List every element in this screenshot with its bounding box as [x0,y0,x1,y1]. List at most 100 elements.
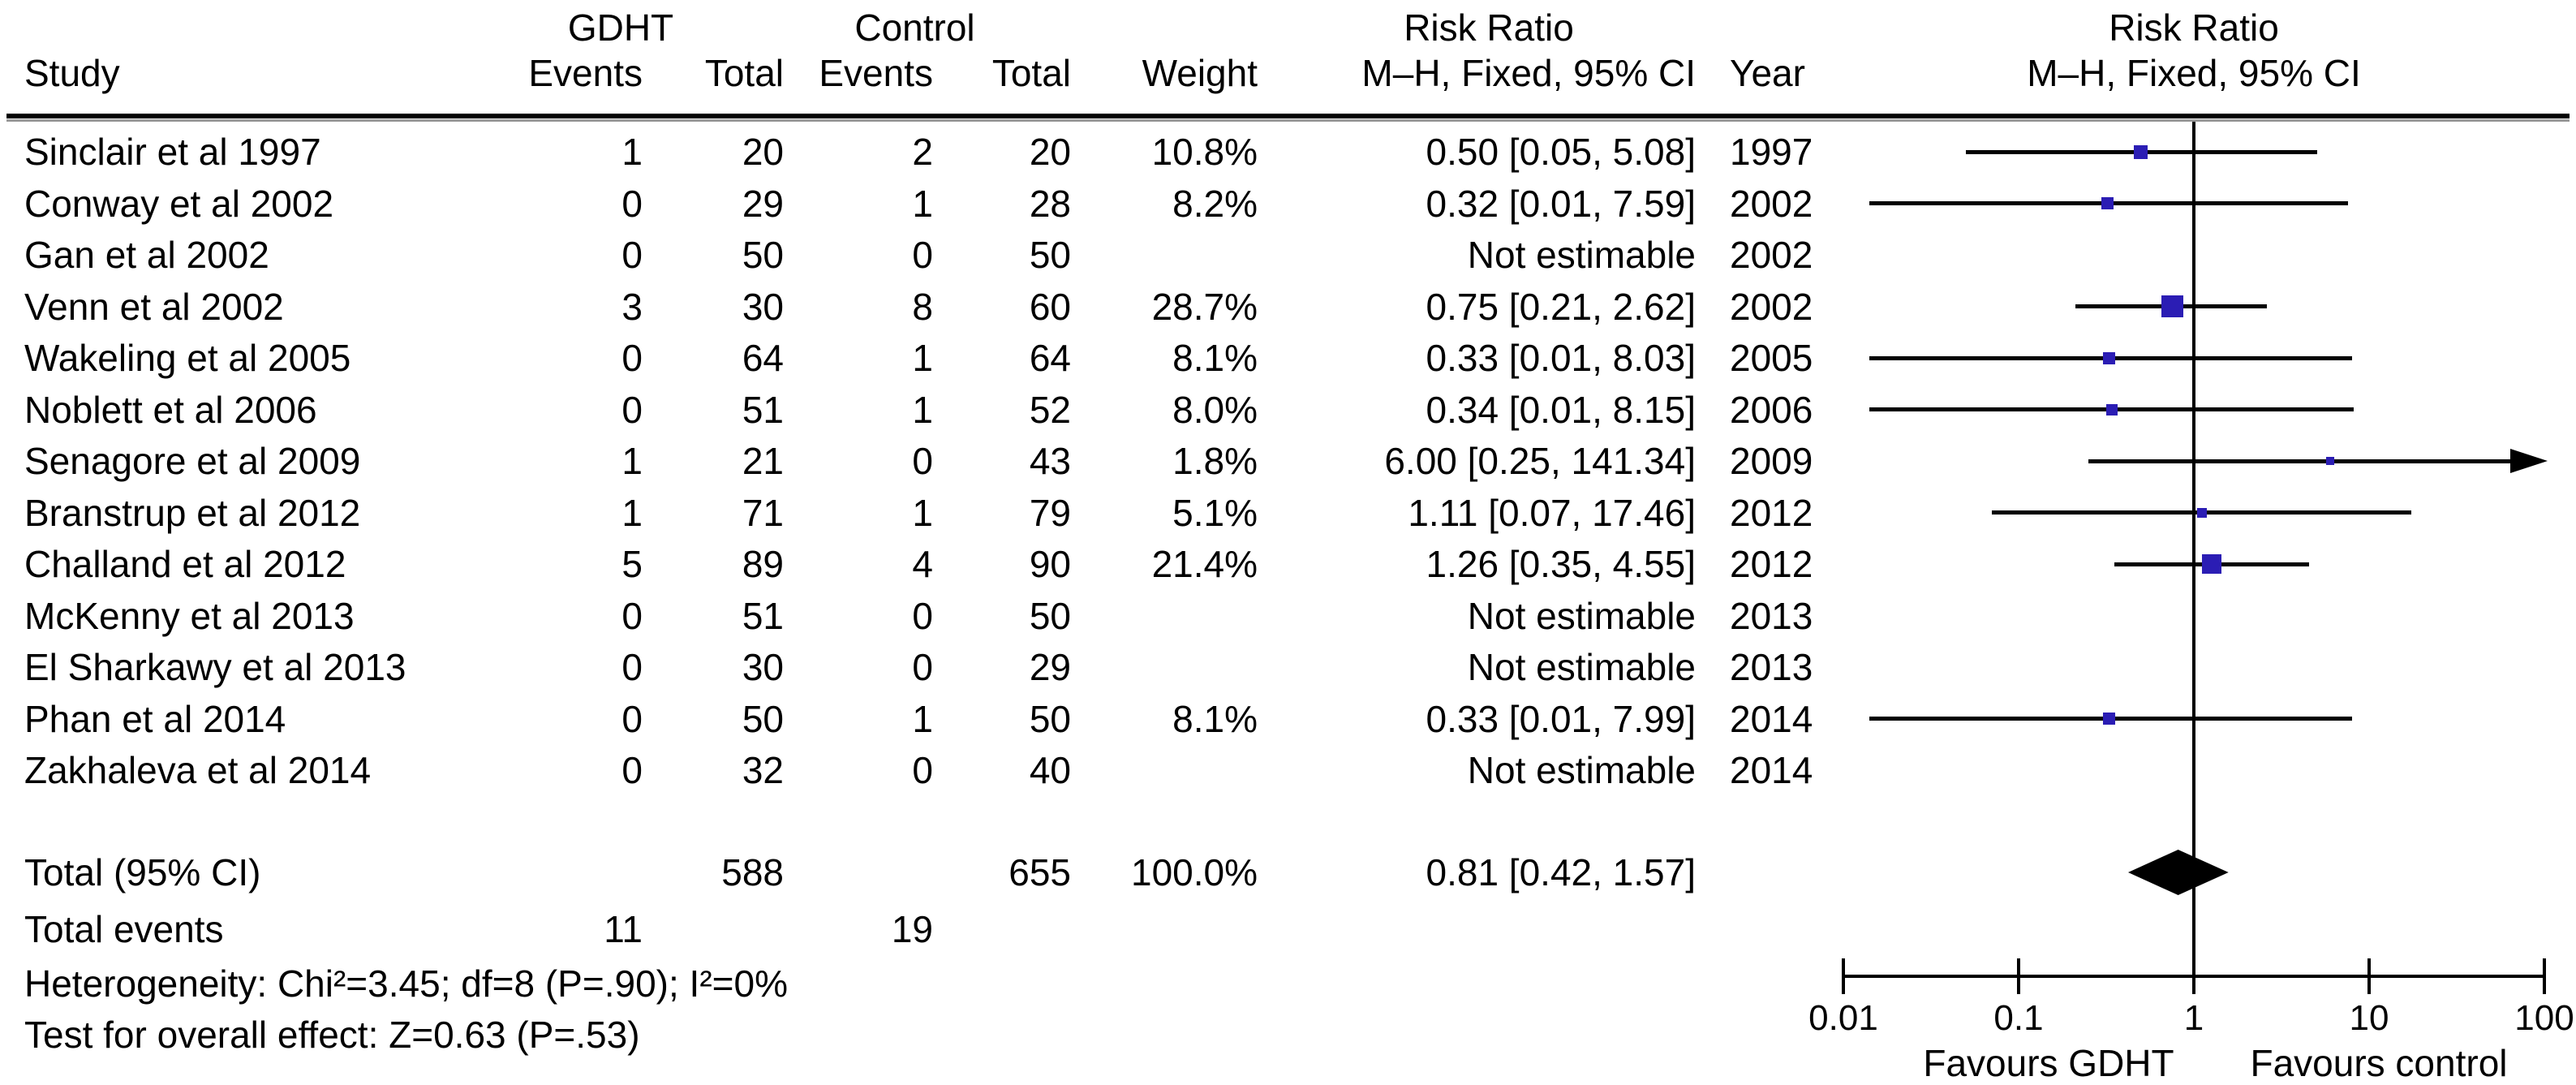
header-control-events: Events [819,52,933,94]
total-control-total: 655 [1008,851,1071,893]
cell-gdht-events: 0 [621,337,643,379]
cell-weight [1079,590,1258,642]
cell-gdht-total: 29 [742,182,784,225]
header-group-gdht: GDHT [567,6,674,49]
effect-marker [2103,713,2116,725]
cell-study: El Sharkawy et al 2013 [24,646,406,688]
total-events-label: Total events [24,908,224,950]
cell-gdht-total: 21 [742,440,784,482]
cell-control-events: 0 [912,594,933,637]
cell-weight: 5.1% [1172,491,1258,534]
x-axis-tick [2192,958,2195,994]
cell-rr-ci-text: 6.00 [0.25, 141.34] [1384,440,1696,482]
cell-year: 2009 [1730,440,1813,482]
cell-year: 2013 [1730,594,1813,637]
cell-gdht-events: 0 [621,594,643,637]
cell-study: Gan et al 2002 [24,234,269,276]
cell-gdht-total: 30 [742,646,784,688]
cell-control-events: 8 [912,285,933,328]
cell-control-events: 1 [912,337,933,379]
cell-year: 2014 [1730,697,1813,740]
total-gdht-total: 588 [721,851,784,893]
x-axis-tick [1842,958,1845,994]
cell-gdht-total: 64 [742,337,784,379]
cell-year: 2014 [1730,749,1813,791]
total-events-control: 19 [891,908,933,950]
cell-gdht-events: 0 [621,646,643,688]
header-control-total: Total [991,52,1071,94]
cell-weight: 28.7% [1151,285,1258,328]
cell-rr-ci-text: Not estimable [1467,646,1696,688]
total-rr-ci: 0.81 [0.42, 1.57] [1426,851,1697,893]
cell-study: Venn et al 2002 [24,285,284,328]
ci-whisker [2088,459,2515,463]
cell-gdht-total: 50 [742,234,784,276]
cell-year: 2013 [1730,646,1813,688]
cell-control-events: 0 [912,234,933,276]
cell-year: 2006 [1730,388,1813,431]
x-axis-tick [2367,958,2371,994]
cell-control-total: 20 [1029,131,1071,173]
cell-control-events: 0 [912,646,933,688]
ci-arrow-right-icon [2510,449,2548,473]
cell-year: 2012 [1730,491,1813,534]
cell-year: 2002 [1730,285,1813,328]
cell-weight [1079,641,1258,693]
x-axis-tick-label: 0.01 [1808,998,1878,1038]
effect-marker [2196,507,2207,518]
effect-marker [2326,457,2335,465]
cell-gdht-total: 20 [742,131,784,173]
favours-right-label: Favours control [2250,1042,2508,1084]
cell-weight [1079,744,1258,796]
header-risk-ratio-plot: Risk Ratio [2109,6,2279,49]
effect-marker [2134,144,2148,159]
cell-rr-ci-text: 1.26 [0.35, 4.55] [1426,543,1697,585]
cell-rr-ci-text: Not estimable [1467,594,1696,637]
cell-gdht-events: 0 [621,749,643,791]
cell-control-total: 50 [1029,697,1071,740]
total-label: Total (95% CI) [24,851,261,893]
cell-gdht-events: 5 [621,543,643,585]
cell-gdht-total: 51 [742,594,784,637]
cell-weight: 21.4% [1151,543,1258,585]
cell-control-events: 2 [912,131,933,173]
overall-effect-note: Test for overall effect: Z=0.63 (P=.53) [24,1014,640,1056]
cell-year: 1997 [1730,131,1813,173]
cell-study: Noblett et al 2006 [24,388,317,431]
total-events-gdht: 11 [604,908,643,950]
cell-rr-ci-text: Not estimable [1467,749,1696,791]
cell-study: Wakeling et al 2005 [24,337,351,379]
cell-gdht-total: 89 [742,543,784,585]
summary-diamond [2127,850,2229,895]
cell-control-total: 79 [1029,491,1071,534]
cell-gdht-events: 0 [621,234,643,276]
x-axis-tick [2543,958,2546,994]
cell-study: Branstrup et al 2012 [24,491,361,534]
header-rule-shadow [6,119,2570,122]
effect-marker [2103,351,2116,364]
header-study: Study [24,52,120,94]
cell-control-events: 1 [912,491,933,534]
header-gdht-events: Events [528,52,643,94]
heterogeneity-note: Heterogeneity: Chi²=3.45; df=8 (P=.90); … [24,962,788,1005]
cell-gdht-events: 1 [621,491,643,534]
cell-gdht-events: 1 [621,440,643,482]
header-year: Year [1730,52,1805,94]
cell-weight: 8.1% [1172,697,1258,740]
cell-control-total: 40 [1029,749,1071,791]
header-group-control: Control [854,6,975,49]
cell-rr-ci-text: 0.34 [0.01, 8.15] [1426,388,1697,431]
cell-study: Challand et al 2012 [24,543,346,585]
cell-control-total: 28 [1029,182,1071,225]
cell-gdht-total: 30 [742,285,784,328]
header-weight: Weight [1142,52,1258,94]
cell-control-events: 1 [912,388,933,431]
cell-gdht-events: 0 [621,388,643,431]
cell-gdht-events: 0 [621,182,643,225]
cell-rr-ci-text: 0.33 [0.01, 8.03] [1426,337,1697,379]
cell-gdht-total: 71 [742,491,784,534]
cell-control-total: 90 [1029,543,1071,585]
cell-control-total: 64 [1029,337,1071,379]
total-weight: 100.0% [1130,851,1258,893]
